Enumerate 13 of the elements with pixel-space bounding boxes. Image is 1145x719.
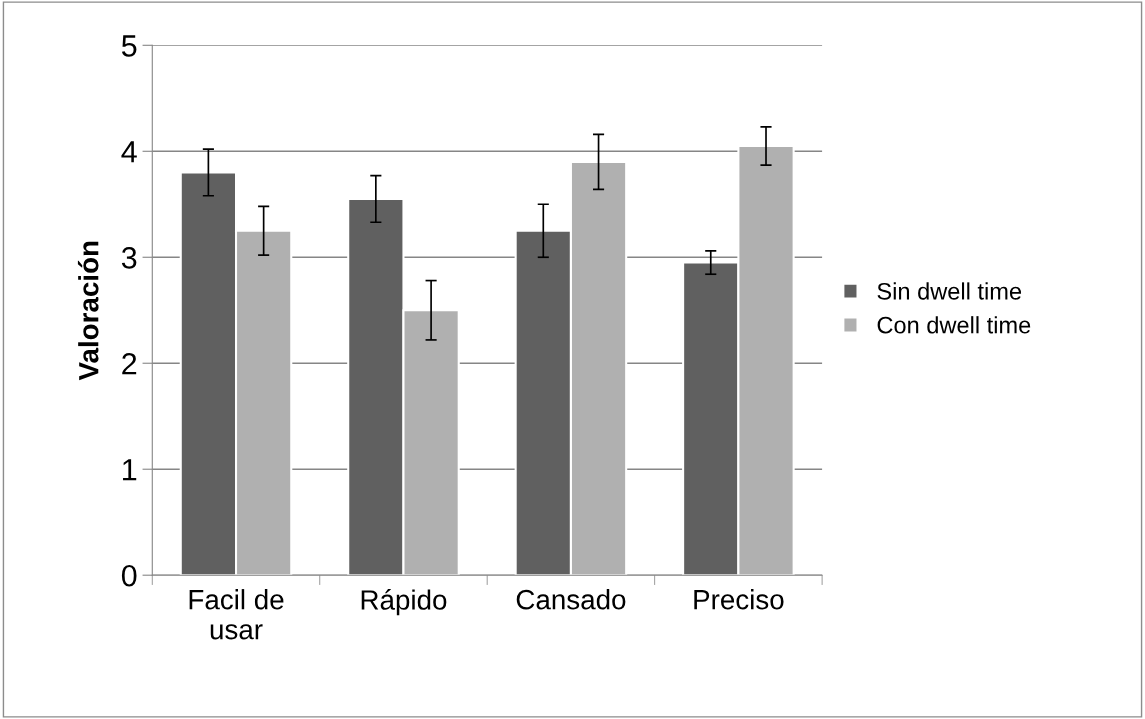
y-tick-label: 0 xyxy=(121,564,137,587)
x-tick-label: Rápido xyxy=(361,589,447,616)
y-tick-label: 4 xyxy=(121,141,137,163)
y-tick-label: 3 xyxy=(121,246,137,269)
y-tick-label: 1 xyxy=(123,459,137,481)
legend-label: Sin dwell time xyxy=(877,282,1022,300)
y-axis-title: Valoración xyxy=(77,241,99,381)
x-tick-label: Preciso xyxy=(694,589,784,610)
y-tick-label: 2 xyxy=(122,352,137,375)
legend-label: Con dwell time xyxy=(877,316,1031,334)
x-tick-label: Facil de usar xyxy=(189,589,284,640)
x-tick-label: Cansado xyxy=(516,589,626,610)
y-tick-label: 5 xyxy=(121,35,137,57)
